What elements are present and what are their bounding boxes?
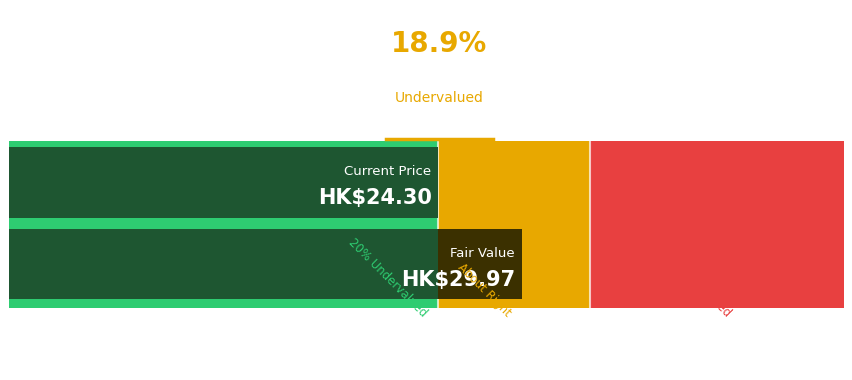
Text: Fair Value: Fair Value xyxy=(450,247,515,260)
Text: HK$24.30: HK$24.30 xyxy=(317,188,431,208)
Text: 20% Overvalued: 20% Overvalued xyxy=(654,241,733,319)
Bar xyxy=(209,147,438,217)
Text: HK$29.97: HK$29.97 xyxy=(400,270,515,290)
Text: 18.9%: 18.9% xyxy=(391,30,486,59)
Text: About Right: About Right xyxy=(455,261,513,319)
Bar xyxy=(9,147,438,217)
Text: Current Price: Current Price xyxy=(344,165,431,178)
Bar xyxy=(589,141,843,308)
Text: 20% Undervalued: 20% Undervalued xyxy=(346,236,429,319)
Text: Undervalued: Undervalued xyxy=(394,91,483,105)
Bar xyxy=(438,141,589,308)
Bar xyxy=(9,229,521,299)
Bar xyxy=(438,229,521,299)
Bar xyxy=(9,141,438,308)
